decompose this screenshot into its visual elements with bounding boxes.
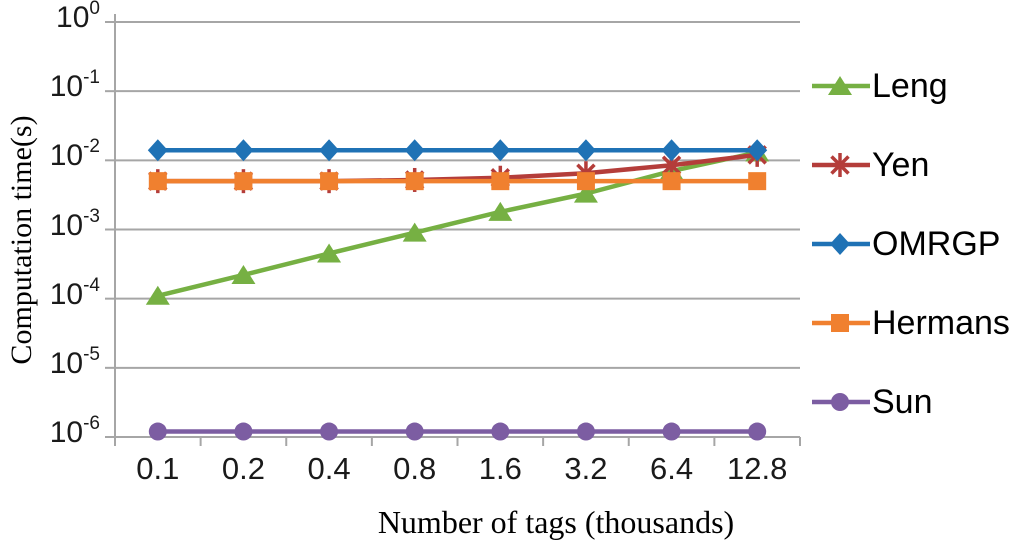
legend-marker-yen bbox=[812, 153, 870, 177]
y-tick-label: 10-1 bbox=[49, 67, 100, 104]
x-tick-label: 0.8 bbox=[393, 451, 437, 486]
legend-item-sun: Sun bbox=[812, 376, 933, 428]
circle-marker bbox=[148, 422, 167, 441]
circle-marker bbox=[662, 422, 681, 441]
legend-item-leng: Leng bbox=[812, 60, 948, 112]
diamond-marker bbox=[747, 139, 768, 162]
legend-label-yen: Yen bbox=[872, 145, 930, 184]
triangle-marker bbox=[402, 222, 427, 242]
chart-legend: Leng Yen OMRGP Hermans Sun bbox=[812, 0, 1024, 547]
circle-marker bbox=[234, 422, 253, 441]
circle-marker bbox=[576, 422, 595, 441]
legend-label-omrgp: OMRGP bbox=[872, 224, 1001, 263]
diamond-marker bbox=[575, 139, 596, 162]
circle-marker bbox=[405, 422, 424, 441]
diamond-marker bbox=[147, 139, 168, 162]
square-marker bbox=[234, 172, 253, 191]
x-tick-label: 1.6 bbox=[478, 451, 522, 486]
legend-item-omrgp: OMRGP bbox=[812, 218, 1000, 270]
legend-marker-omrgp bbox=[812, 233, 870, 255]
y-tick-label: 10-5 bbox=[49, 343, 100, 380]
asterisk-marker bbox=[830, 155, 850, 175]
circle-marker bbox=[831, 393, 849, 411]
square-marker bbox=[405, 172, 424, 191]
series-line-leng bbox=[155, 150, 760, 299]
triangle-marker bbox=[488, 201, 513, 221]
legend-marker-leng bbox=[812, 76, 870, 95]
y-tick-label: 10-2 bbox=[49, 136, 100, 173]
y-tick-label: 10-6 bbox=[49, 413, 100, 449]
triangle-marker bbox=[231, 264, 256, 284]
triangle-marker bbox=[317, 243, 342, 263]
triangle-marker bbox=[573, 183, 598, 203]
square-marker bbox=[148, 172, 167, 191]
legend-marker-sun bbox=[812, 393, 870, 411]
x-tick-label: 12.8 bbox=[727, 451, 788, 486]
square-marker bbox=[831, 314, 849, 332]
legend-label-sun: Sun bbox=[872, 382, 933, 421]
diamond-marker bbox=[233, 139, 254, 162]
legend-marker-hermans bbox=[812, 314, 870, 332]
circle-marker bbox=[320, 422, 339, 441]
circle-marker bbox=[491, 422, 510, 441]
x-tick-label: 0.1 bbox=[136, 451, 180, 486]
x-tick-label: 0.2 bbox=[221, 451, 265, 486]
x-tick-label: 6.4 bbox=[650, 451, 694, 486]
legend-label-leng: Leng bbox=[872, 66, 948, 105]
x-axis-title: Number of tags (thousands) bbox=[377, 504, 735, 540]
y-tick-label: 10-3 bbox=[49, 205, 100, 242]
x-tick-label: 0.4 bbox=[307, 451, 351, 486]
triangle-marker bbox=[145, 285, 170, 305]
diamond-marker bbox=[661, 139, 682, 162]
legend-item-yen: Yen bbox=[812, 139, 929, 191]
square-marker bbox=[662, 172, 681, 191]
diamond-marker bbox=[319, 139, 340, 162]
circle-marker bbox=[748, 422, 767, 441]
triangle-marker bbox=[828, 76, 852, 95]
square-marker bbox=[748, 172, 767, 191]
legend-label-hermans: Hermans bbox=[872, 303, 1010, 342]
diamond-marker bbox=[404, 139, 425, 162]
square-marker bbox=[320, 172, 339, 191]
y-tick-label: 10-4 bbox=[49, 274, 100, 311]
diamond-marker bbox=[490, 139, 511, 162]
square-marker bbox=[576, 172, 595, 191]
legend-item-hermans: Hermans bbox=[812, 297, 1010, 349]
square-marker bbox=[491, 172, 510, 191]
y-tick-label: 100 bbox=[56, 0, 100, 34]
diamond-marker bbox=[830, 233, 850, 255]
x-tick-label: 3.2 bbox=[564, 451, 608, 486]
asterisk-marker bbox=[661, 155, 682, 175]
